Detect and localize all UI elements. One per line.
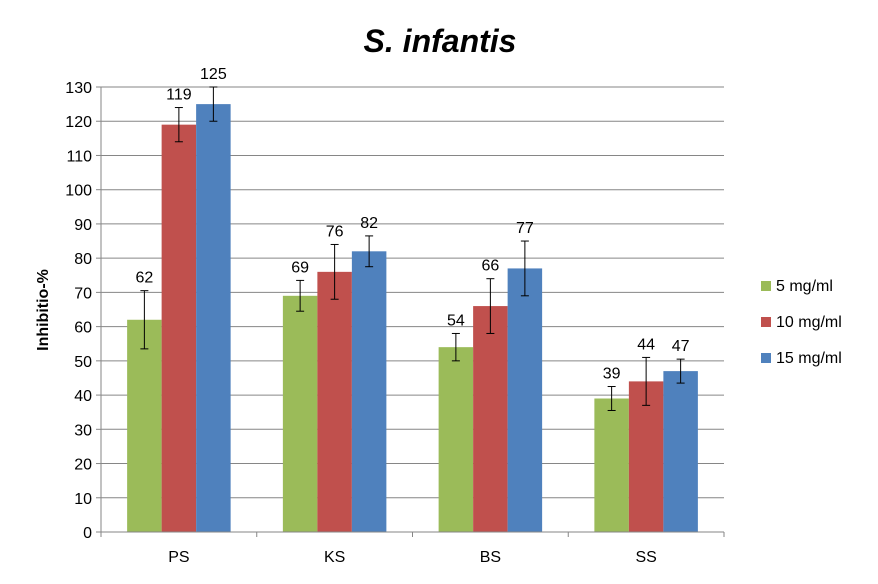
data-label: 82 xyxy=(360,215,378,232)
data-label: 39 xyxy=(603,366,621,383)
y-tick-label: 20 xyxy=(74,457,92,474)
data-label: 62 xyxy=(135,270,153,287)
y-tick-label: 120 xyxy=(65,114,92,131)
bar xyxy=(351,251,387,533)
y-tick-label: 130 xyxy=(65,80,92,97)
axes: 0 10 20 30 40 50 60 70 80 90 100 110 120 130 PS KS BS SS xyxy=(65,80,725,566)
data-label: 54 xyxy=(447,312,465,329)
bar xyxy=(127,319,162,532)
legend-label: 15 mg/ml xyxy=(776,350,842,367)
legend-swatch xyxy=(761,317,771,327)
bar xyxy=(507,268,543,532)
bars xyxy=(127,104,698,533)
y-tick-label: 80 xyxy=(74,251,92,268)
data-label: 119 xyxy=(166,87,192,104)
bar xyxy=(473,306,508,532)
data-label: 66 xyxy=(481,258,499,275)
x-tick-label: PS xyxy=(168,549,189,566)
bar xyxy=(196,104,231,532)
bar xyxy=(282,295,318,532)
y-axis-title: Inhibitio-% xyxy=(35,269,52,351)
legend-swatch xyxy=(761,281,771,291)
error-bars xyxy=(140,86,685,411)
legend-label: 5 mg/ml xyxy=(776,278,833,295)
bar xyxy=(317,271,352,532)
x-tick-label: KS xyxy=(324,549,345,566)
data-label: 76 xyxy=(326,223,344,240)
y-tick-label: 60 xyxy=(74,320,92,337)
y-tick-label: 0 xyxy=(83,525,92,542)
data-label: 69 xyxy=(291,259,309,276)
y-tick-label: 10 xyxy=(74,491,92,508)
y-tick-label: 30 xyxy=(74,422,92,439)
bar xyxy=(594,398,629,532)
bar xyxy=(438,347,474,532)
x-tick-label: SS xyxy=(635,549,656,566)
bar xyxy=(663,371,698,532)
y-tick-label: 100 xyxy=(65,183,92,200)
data-label: 44 xyxy=(637,336,655,353)
legend: 5 mg/ml 10 mg/ml 15 mg/ml xyxy=(761,278,842,367)
bar xyxy=(628,381,664,532)
data-label: 47 xyxy=(672,338,690,355)
legend-swatch xyxy=(761,353,771,363)
legend-label: 10 mg/ml xyxy=(776,314,842,331)
y-tick-label: 40 xyxy=(74,388,92,405)
x-tick-label: BS xyxy=(480,549,501,566)
y-tick-label: 90 xyxy=(74,217,92,234)
data-label: 125 xyxy=(200,66,227,83)
chart-title: S. infantis xyxy=(364,23,517,59)
y-tick-label: 70 xyxy=(74,285,92,302)
y-tick-label: 50 xyxy=(74,354,92,371)
bar xyxy=(161,124,197,533)
data-label: 77 xyxy=(516,220,534,237)
y-tick-label: 110 xyxy=(66,148,92,165)
data-labels: 62 119 125 69 76 82 54 66 77 39 44 47 xyxy=(135,66,689,383)
